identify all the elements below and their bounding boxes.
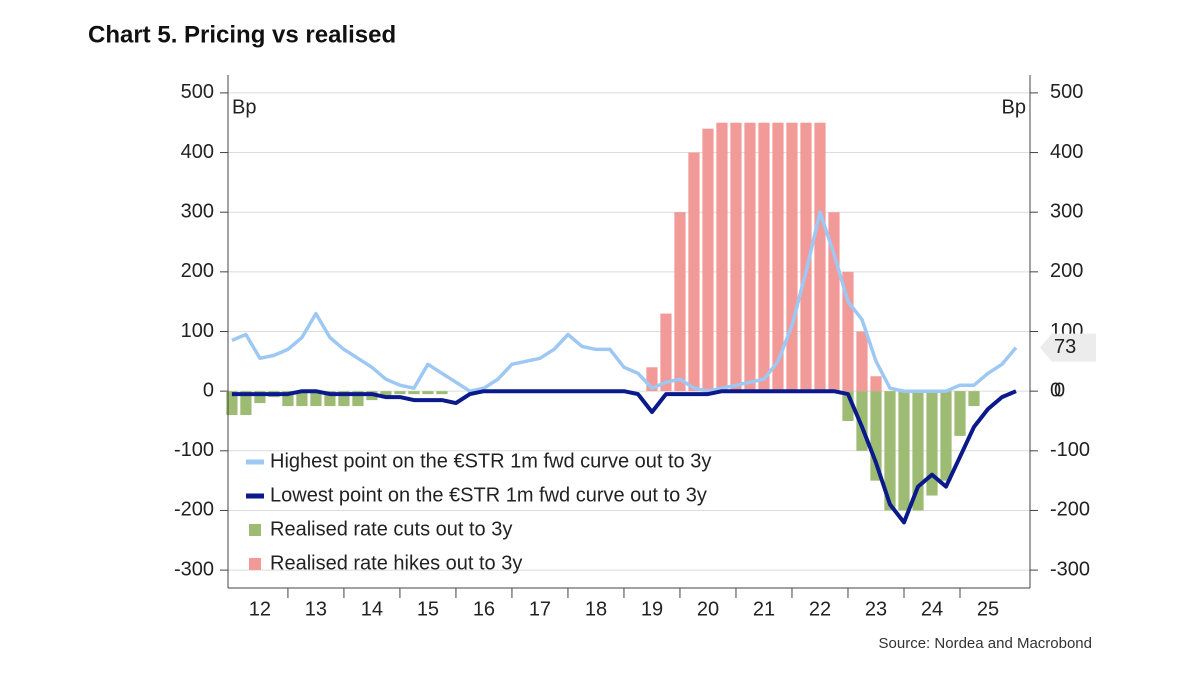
bar xyxy=(744,122,756,392)
bar xyxy=(226,391,238,416)
bar xyxy=(800,122,812,392)
bar xyxy=(282,391,294,407)
bar xyxy=(926,391,938,496)
legend-label: Lowest point on the €STR 1m fwd curve ou… xyxy=(270,484,707,506)
bar xyxy=(296,391,308,407)
legend-label: Realised rate hikes out to 3y xyxy=(270,552,522,574)
bar xyxy=(842,391,854,421)
source: Source: Nordea and Macrobond xyxy=(879,635,1092,652)
x-tick-label: 15 xyxy=(417,598,439,620)
bar xyxy=(898,391,910,511)
x-tick-label: 12 xyxy=(249,598,271,620)
bar xyxy=(394,391,406,395)
bar xyxy=(254,391,266,404)
bar xyxy=(842,271,854,392)
line xyxy=(231,389,1017,525)
legend-swatch xyxy=(249,524,261,536)
x-tick-label: 25 xyxy=(977,598,999,620)
x-tick-label: 18 xyxy=(585,598,607,620)
y2-unit: Bp xyxy=(1002,96,1026,118)
x-tick-label: 19 xyxy=(641,598,663,620)
bar xyxy=(884,391,896,511)
bar xyxy=(702,128,714,392)
value-label: 0 xyxy=(1054,379,1065,401)
bar xyxy=(408,391,420,395)
bar xyxy=(940,391,952,481)
bar xyxy=(240,391,252,416)
y-tick-label: 200 xyxy=(181,260,214,282)
bar xyxy=(716,122,728,392)
x-tick-label: 24 xyxy=(921,598,943,620)
bar xyxy=(436,391,448,395)
bar xyxy=(422,391,434,395)
legend-label: Highest point on the €STR 1m fwd curve o… xyxy=(270,450,711,472)
bar xyxy=(856,391,868,451)
value-label: 73 xyxy=(1054,336,1076,358)
y2-tick-label: 400 xyxy=(1050,141,1083,163)
y2-tick-label: 0 xyxy=(1050,379,1061,401)
bar xyxy=(758,122,770,392)
value-label-box xyxy=(1040,333,1096,362)
chart-title: Chart 5. Pricing vs realised xyxy=(88,21,396,48)
y2-tick-label: -300 xyxy=(1050,558,1090,580)
bar xyxy=(730,122,742,392)
x-tick-label: 13 xyxy=(305,598,327,620)
y2-tick-label: -100 xyxy=(1050,439,1090,461)
bar xyxy=(646,367,658,392)
bar xyxy=(688,152,700,392)
bar xyxy=(674,212,686,392)
bar xyxy=(912,391,924,511)
x-tick-label: 21 xyxy=(753,598,775,620)
bar xyxy=(870,391,882,481)
x-tick-label: 14 xyxy=(361,598,383,620)
x-tick-label: 22 xyxy=(809,598,831,620)
y2-tick-label: 500 xyxy=(1050,81,1083,103)
bar xyxy=(968,391,980,407)
y-tick-label: -300 xyxy=(174,558,214,580)
y2-tick-label: -200 xyxy=(1050,499,1090,521)
bar xyxy=(786,122,798,392)
bar xyxy=(324,391,336,407)
y-tick-label: 400 xyxy=(181,141,214,163)
legend-swatch xyxy=(249,558,261,570)
y2-tick-label: 300 xyxy=(1050,200,1083,222)
y-tick-label: -200 xyxy=(174,499,214,521)
legend-label: Realised rate cuts out to 3y xyxy=(270,518,512,540)
y-tick-label: 0 xyxy=(203,379,214,401)
bar xyxy=(338,391,350,407)
bar xyxy=(352,391,364,407)
x-tick-label: 23 xyxy=(865,598,887,620)
line xyxy=(231,210,1018,393)
bar xyxy=(660,313,672,392)
y-tick-label: 300 xyxy=(181,200,214,222)
bar xyxy=(870,376,882,392)
x-tick-label: 20 xyxy=(697,598,719,620)
y-tick-label: 500 xyxy=(181,81,214,103)
y-tick-label: -100 xyxy=(174,439,214,461)
bar xyxy=(814,122,826,392)
y-tick-label: 100 xyxy=(181,320,214,342)
bar xyxy=(310,391,322,407)
x-tick-label: 16 xyxy=(473,598,495,620)
y-unit: Bp xyxy=(232,96,256,118)
bar xyxy=(772,122,784,392)
x-tick-label: 17 xyxy=(529,598,551,620)
bar xyxy=(856,331,868,392)
bar xyxy=(828,212,840,392)
bar xyxy=(380,391,392,398)
bar xyxy=(954,391,966,436)
y2-tick-label: 200 xyxy=(1050,260,1083,282)
